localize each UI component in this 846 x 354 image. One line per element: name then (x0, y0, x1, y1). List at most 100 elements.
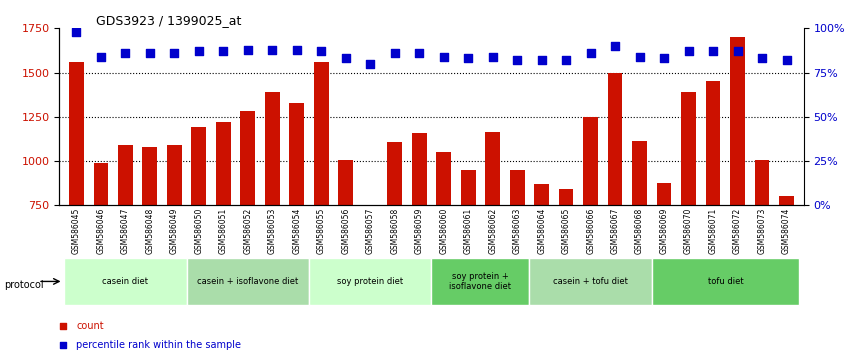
Text: GSM586066: GSM586066 (586, 208, 595, 254)
Point (302, 77, 316, 83)
Point (315, 48, 328, 54)
Text: GSM586055: GSM586055 (316, 208, 326, 254)
Point (584, 50, 597, 56)
Point (461, 56, 475, 61)
Text: GSM586051: GSM586051 (219, 208, 228, 254)
Point (143, 50, 157, 56)
Text: percentile rank within the sample: percentile rank within the sample (76, 340, 241, 350)
Point (290, 47, 304, 52)
Point (682, 48, 695, 54)
Point (706, 48, 720, 54)
Bar (240, 111, 255, 205)
Bar (338, 160, 353, 205)
Point (241, 47, 255, 52)
Bar (632, 141, 647, 205)
Text: GSM586057: GSM586057 (365, 208, 375, 254)
Text: GSM586073: GSM586073 (757, 208, 766, 254)
Bar (363, 205, 377, 206)
Text: GSM586045: GSM586045 (72, 208, 81, 254)
Point (217, 48, 230, 54)
Text: GSM586067: GSM586067 (611, 208, 619, 254)
FancyBboxPatch shape (530, 258, 652, 305)
Text: casein diet: casein diet (102, 277, 148, 286)
Text: GSM586071: GSM586071 (709, 208, 717, 254)
Text: GSM586068: GSM586068 (635, 208, 644, 254)
Point (559, 57, 573, 63)
Bar (216, 122, 231, 205)
Text: GSM586069: GSM586069 (660, 208, 668, 254)
Text: tofu diet: tofu diet (707, 277, 743, 286)
Bar (167, 145, 182, 205)
Text: GSM586047: GSM586047 (121, 208, 129, 254)
Text: GSM586053: GSM586053 (268, 208, 277, 254)
Bar (706, 81, 721, 205)
Text: GSM586070: GSM586070 (684, 208, 693, 254)
Bar (289, 103, 304, 205)
Text: GSM586049: GSM586049 (170, 208, 179, 254)
Bar (779, 196, 794, 205)
Bar (681, 92, 696, 205)
Bar (314, 62, 328, 205)
FancyBboxPatch shape (652, 258, 799, 305)
Point (657, 56, 671, 61)
Text: casein + tofu diet: casein + tofu diet (553, 277, 628, 286)
Bar (265, 92, 280, 205)
Point (168, 50, 181, 56)
Point (266, 47, 279, 52)
Bar (559, 189, 574, 205)
Bar (583, 117, 598, 205)
Bar (191, 127, 206, 205)
Text: count: count (76, 321, 104, 331)
Point (302, 245, 316, 250)
Bar (69, 62, 84, 205)
Bar (607, 73, 623, 205)
Point (364, 61, 377, 67)
Text: protocol: protocol (4, 280, 44, 290)
Text: GSM586065: GSM586065 (562, 208, 571, 254)
Bar (486, 132, 500, 205)
Text: GSM586074: GSM586074 (782, 208, 791, 254)
Text: GSM586056: GSM586056 (341, 208, 350, 254)
Point (510, 57, 524, 63)
Bar (412, 133, 426, 205)
Point (633, 54, 646, 59)
Bar (510, 170, 525, 205)
Point (94, 54, 107, 59)
Text: GSM586046: GSM586046 (96, 208, 106, 254)
Text: GSM586050: GSM586050 (195, 208, 203, 254)
Bar (656, 183, 672, 205)
Text: soy protein diet: soy protein diet (338, 277, 404, 286)
Bar (437, 152, 451, 205)
Bar (755, 160, 769, 205)
Point (731, 48, 744, 54)
Point (339, 56, 353, 61)
Text: GSM586072: GSM586072 (733, 208, 742, 254)
Text: GSM586054: GSM586054 (292, 208, 301, 254)
Bar (94, 163, 108, 205)
Point (118, 50, 132, 56)
Bar (387, 143, 402, 205)
FancyBboxPatch shape (187, 258, 309, 305)
FancyBboxPatch shape (309, 258, 431, 305)
Text: GDS3923 / 1399025_at: GDS3923 / 1399025_at (96, 14, 242, 27)
Point (388, 50, 402, 56)
Bar (461, 170, 475, 205)
Point (192, 48, 206, 54)
Point (413, 50, 426, 56)
Text: GSM586059: GSM586059 (415, 208, 424, 254)
Point (755, 56, 769, 61)
Text: GSM586061: GSM586061 (464, 208, 473, 254)
Point (780, 57, 794, 63)
Text: GSM586058: GSM586058 (390, 208, 399, 254)
FancyBboxPatch shape (64, 258, 187, 305)
Text: GSM586060: GSM586060 (439, 208, 448, 254)
Point (535, 57, 548, 63)
Point (437, 54, 450, 59)
Text: casein + isoflavone diet: casein + isoflavone diet (197, 277, 299, 286)
Bar (535, 184, 549, 205)
Text: soy protein +
isoflavone diet: soy protein + isoflavone diet (449, 272, 512, 291)
Text: GSM586048: GSM586048 (146, 208, 154, 254)
Text: GSM586064: GSM586064 (537, 208, 547, 254)
Bar (118, 145, 133, 205)
Point (486, 54, 499, 59)
